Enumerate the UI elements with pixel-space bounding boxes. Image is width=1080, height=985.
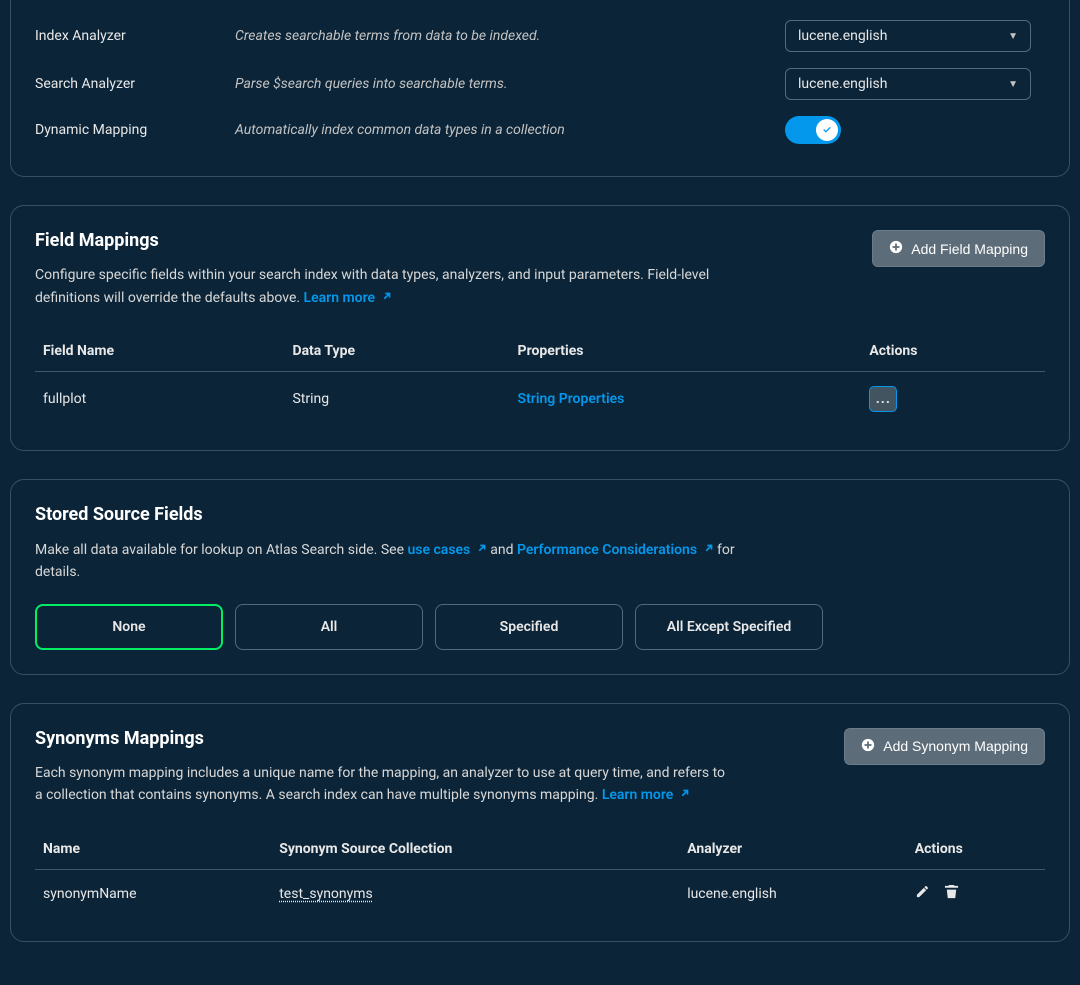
stored-source-option-none[interactable]: None — [35, 604, 223, 650]
plus-circle-icon — [861, 738, 875, 755]
row-actions-more-button[interactable]: ... — [869, 386, 897, 412]
dynamic-mapping-row: Dynamic Mapping Automatically index comm… — [35, 108, 1045, 152]
dynamic-mapping-label: Dynamic Mapping — [35, 122, 235, 138]
col-syn-name: Name — [35, 829, 271, 870]
col-properties: Properties — [510, 331, 862, 372]
external-link-icon — [382, 287, 392, 309]
search-analyzer-value: lucene.english — [798, 76, 887, 92]
use-cases-link[interactable]: use cases — [407, 542, 490, 558]
search-analyzer-select[interactable]: lucene.english ▼ — [785, 68, 1031, 100]
table-row: fullplot String String Properties ... — [35, 372, 1045, 427]
index-analyzer-value: lucene.english — [798, 28, 887, 44]
plus-circle-icon — [889, 240, 903, 257]
stored-source-title: Stored Source Fields — [35, 504, 1045, 525]
edit-icon[interactable] — [915, 884, 930, 903]
toggle-knob — [816, 119, 838, 141]
index-analyzer-select[interactable]: lucene.english ▼ — [785, 20, 1031, 52]
external-link-icon — [704, 539, 714, 561]
index-analyzer-desc: Creates searchable terms from data to be… — [235, 28, 785, 44]
stored-source-option-specified[interactable]: Specified — [435, 604, 623, 650]
dynamic-mapping-toggle[interactable] — [785, 116, 841, 144]
add-field-mapping-button[interactable]: Add Field Mapping — [872, 230, 1045, 267]
search-analyzer-desc: Parse $search queries into searchable te… — [235, 76, 785, 92]
synonyms-card: Synonyms Mappings Each synonym mapping i… — [10, 703, 1070, 942]
cell-data-type: String — [284, 372, 509, 427]
external-link-icon — [680, 784, 690, 806]
field-mappings-table: Field Name Data Type Properties Actions … — [35, 331, 1045, 426]
col-actions: Actions — [861, 331, 1045, 372]
field-mappings-card: Field Mappings Configure specific fields… — [10, 205, 1070, 451]
chevron-down-icon: ▼ — [1008, 79, 1018, 90]
synonyms-desc: Each synonym mapping includes a unique n… — [35, 763, 735, 807]
table-row: synonymName test_synonyms lucene.english — [35, 870, 1045, 918]
col-syn-source: Synonym Source Collection — [271, 829, 679, 870]
cell-syn-source[interactable]: test_synonyms — [279, 886, 373, 902]
col-data-type: Data Type — [284, 331, 509, 372]
add-synonym-mapping-button[interactable]: Add Synonym Mapping — [844, 728, 1045, 765]
stored-source-option-all[interactable]: All — [235, 604, 423, 650]
synonyms-title: Synonyms Mappings — [35, 728, 735, 749]
cell-syn-name: synonymName — [35, 870, 271, 918]
analyzer-settings-card: Index Analyzer Creates searchable terms … — [10, 0, 1070, 177]
stored-source-desc: Make all data available for lookup on At… — [35, 539, 735, 583]
search-analyzer-label: Search Analyzer — [35, 76, 235, 92]
col-field-name: Field Name — [35, 331, 284, 372]
stored-source-options: None All Specified All Except Specified — [35, 604, 1045, 650]
stored-source-option-all-except[interactable]: All Except Specified — [635, 604, 823, 650]
index-analyzer-label: Index Analyzer — [35, 28, 235, 44]
cell-syn-analyzer: lucene.english — [679, 870, 907, 918]
col-syn-analyzer: Analyzer — [679, 829, 907, 870]
dynamic-mapping-desc: Automatically index common data types in… — [235, 122, 785, 138]
external-link-icon — [477, 539, 487, 561]
stored-source-card: Stored Source Fields Make all data avail… — [10, 479, 1070, 674]
col-syn-actions: Actions — [907, 829, 1045, 870]
synonyms-learn-more-link[interactable]: Learn more — [602, 787, 690, 803]
trash-icon[interactable] — [944, 884, 959, 903]
cell-field-name: fullplot — [35, 372, 284, 427]
field-mappings-title: Field Mappings — [35, 230, 735, 251]
chevron-down-icon: ▼ — [1008, 31, 1018, 42]
synonyms-table: Name Synonym Source Collection Analyzer … — [35, 829, 1045, 917]
search-analyzer-row: Search Analyzer Parse $search queries in… — [35, 60, 1045, 108]
field-mappings-learn-more-link[interactable]: Learn more — [304, 290, 392, 306]
performance-considerations-link[interactable]: Performance Considerations — [517, 542, 717, 558]
cell-properties-link[interactable]: String Properties — [510, 372, 862, 427]
field-mappings-desc: Configure specific fields within your se… — [35, 265, 735, 309]
index-analyzer-row: Index Analyzer Creates searchable terms … — [35, 12, 1045, 60]
